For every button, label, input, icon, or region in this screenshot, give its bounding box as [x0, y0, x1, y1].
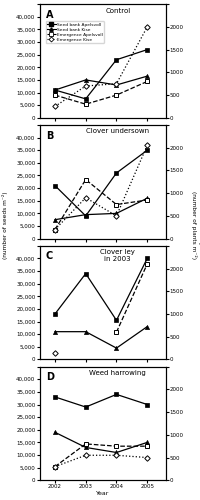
- X-axis label: Year: Year: [96, 491, 109, 496]
- Text: A: A: [46, 10, 53, 20]
- Text: Weed density
(number of plants m⁻²): Weed density (number of plants m⁻²): [191, 191, 200, 259]
- Text: B: B: [46, 130, 53, 140]
- Text: Weed harrowing: Weed harrowing: [89, 370, 146, 376]
- Text: D: D: [46, 372, 54, 382]
- Text: Clover ley
in 2003: Clover ley in 2003: [100, 249, 135, 262]
- Text: Clover undersown: Clover undersown: [86, 128, 149, 134]
- Text: Weed seed bank
(number of seeds m⁻²): Weed seed bank (number of seeds m⁻²): [0, 191, 8, 259]
- Text: C: C: [46, 252, 53, 262]
- Text: Control: Control: [105, 8, 130, 14]
- Legend: Seed bank Apelsvoll, Seed bank Kise, Emergence Apelsvoll, Emergence Kise: Seed bank Apelsvoll, Seed bank Kise, Eme…: [46, 21, 104, 43]
